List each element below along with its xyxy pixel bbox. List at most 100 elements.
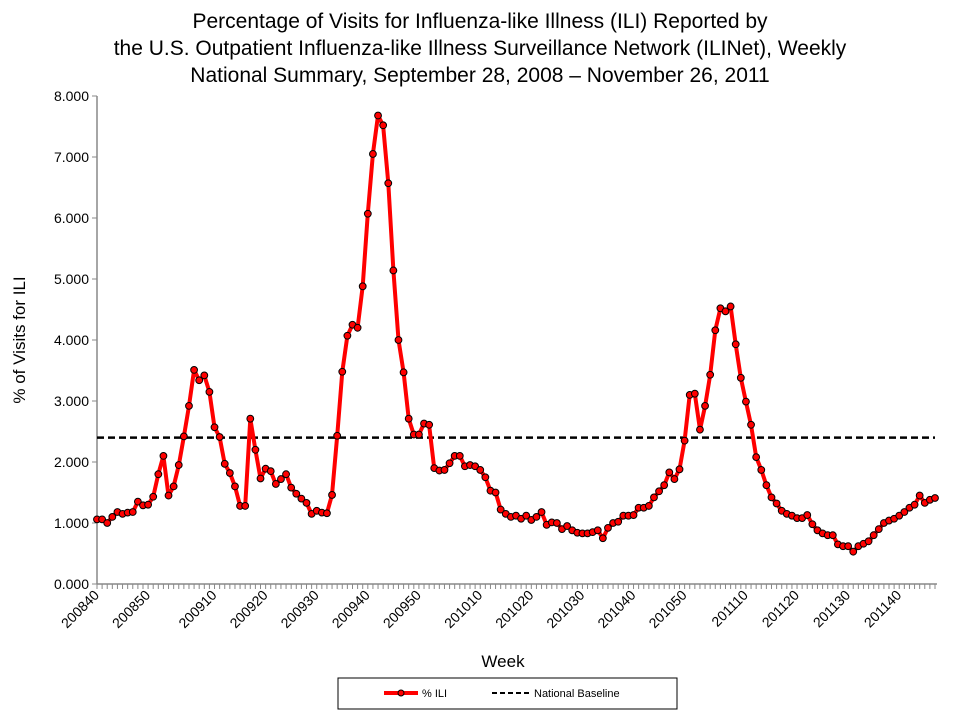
ili-data-point [282, 470, 290, 479]
x-tick-label: 201130 [810, 587, 854, 631]
ili-data-point [399, 368, 408, 377]
legend-ili-marker [397, 689, 405, 697]
x-tick-label: 200920 [226, 587, 270, 631]
ili-data-point [333, 431, 342, 440]
x-tick-label: 200840 [58, 587, 102, 631]
ili-data-point [455, 452, 464, 460]
ili-data-point [220, 459, 229, 468]
y-tick-label: 5.000 [54, 271, 89, 287]
x-tick-label: 201040 [594, 587, 638, 631]
ili-data-point [190, 365, 198, 374]
ili-data-point [297, 494, 306, 503]
ili-data-point [328, 491, 336, 499]
ili-data-point [660, 481, 669, 490]
y-axis-label: % of Visits for ILI [10, 276, 29, 403]
ili-data-point [747, 420, 755, 429]
ili-data-point [384, 179, 393, 188]
ili-data-point [358, 282, 367, 291]
ili-data-point [864, 537, 873, 546]
ili-data-point [670, 475, 679, 483]
ili-data-point [604, 523, 612, 532]
ili-data-point [767, 493, 776, 502]
chart-title-line: Percentage of Visits for Influenza-like … [192, 10, 768, 33]
ili-data-point [481, 473, 490, 482]
x-tick-label: 201030 [543, 587, 587, 631]
ili-data-point [343, 331, 352, 340]
ili-data-point [874, 525, 883, 533]
x-tick-label: 201120 [759, 587, 803, 631]
legend-ili-label: % ILI [422, 688, 447, 700]
ili-data-point [895, 511, 904, 520]
ili-data-point [696, 425, 704, 434]
legend: % ILI National Baseline [337, 677, 678, 710]
legend-baseline-label: National Baseline [534, 688, 620, 700]
ili-data-point [144, 500, 152, 509]
ili-data-point [808, 520, 817, 529]
ili-data-point [369, 150, 377, 158]
ili-data-point [425, 420, 434, 429]
ili-data-point [742, 397, 750, 406]
ili-data-point [869, 531, 878, 540]
y-tick-label: 0.000 [54, 576, 89, 592]
ili-data-point [900, 508, 909, 516]
ili-data-point [323, 509, 331, 518]
ili-data-point [246, 414, 255, 423]
ili-data-point [440, 466, 449, 474]
ili-data-point [445, 459, 454, 468]
ili-data-point [680, 436, 689, 445]
ili-data-point [98, 515, 107, 524]
ili-data-point [471, 462, 480, 471]
ili-data-point [706, 370, 715, 379]
x-tick-label: 201140 [861, 587, 905, 631]
ili-data-point [404, 414, 413, 423]
ili-data-point [174, 461, 183, 469]
ili-data-point [828, 531, 837, 540]
ili-data-point [225, 469, 234, 477]
ili-data-point [644, 502, 653, 510]
x-tick-label: 201110 [708, 587, 751, 630]
ili-data-point [849, 547, 858, 556]
ili-data-point [205, 387, 214, 396]
x-tick-label: 201020 [492, 587, 536, 631]
y-tick-label: 3.000 [54, 393, 89, 409]
chart-title-line: the U.S. Outpatient Influenza-like Illne… [113, 37, 847, 60]
ili-data-point [169, 482, 178, 491]
ili-series-line [97, 113, 936, 554]
x-tick-label: 200910 [175, 587, 219, 631]
ili-data-point [133, 497, 142, 506]
ili-data-point [394, 336, 403, 344]
y-tick-label: 2.000 [54, 454, 89, 470]
ili-data-point [128, 508, 137, 516]
ili-data-point [179, 432, 188, 441]
ili-data-point [598, 534, 607, 543]
ili-data-point [389, 266, 398, 275]
ili-data-point [154, 470, 163, 479]
ili-data-point [251, 445, 260, 454]
ili-data-point [532, 513, 541, 521]
ili-data-point [241, 502, 250, 510]
ili-data-point [338, 367, 347, 376]
ili-data-point [731, 340, 740, 349]
ili-data-point [655, 487, 663, 496]
ili-data-point [752, 453, 761, 462]
ili-data-point [614, 517, 623, 526]
ili-data-point [200, 371, 209, 380]
plot-area [93, 111, 939, 556]
ili-data-point [931, 494, 939, 502]
x-tick-label: 200930 [277, 587, 321, 631]
y-tick-label: 6.000 [54, 210, 89, 226]
ili-data-point [721, 307, 730, 316]
x-tick-label: 200940 [329, 587, 373, 631]
ili-data-point [256, 474, 265, 483]
ili-data-point [496, 505, 505, 514]
ili-data-point [762, 481, 771, 490]
x-axis: 200840 200850 200910 200920 200930 200940 2009… [58, 583, 937, 631]
ili-data-point [379, 121, 388, 130]
ili-data-point [665, 468, 674, 477]
ili-data-point [231, 482, 239, 491]
ili-data-point [195, 376, 204, 385]
ili-data-point [491, 488, 500, 497]
ili-data-point [476, 466, 485, 474]
ili-data-point [353, 323, 362, 332]
